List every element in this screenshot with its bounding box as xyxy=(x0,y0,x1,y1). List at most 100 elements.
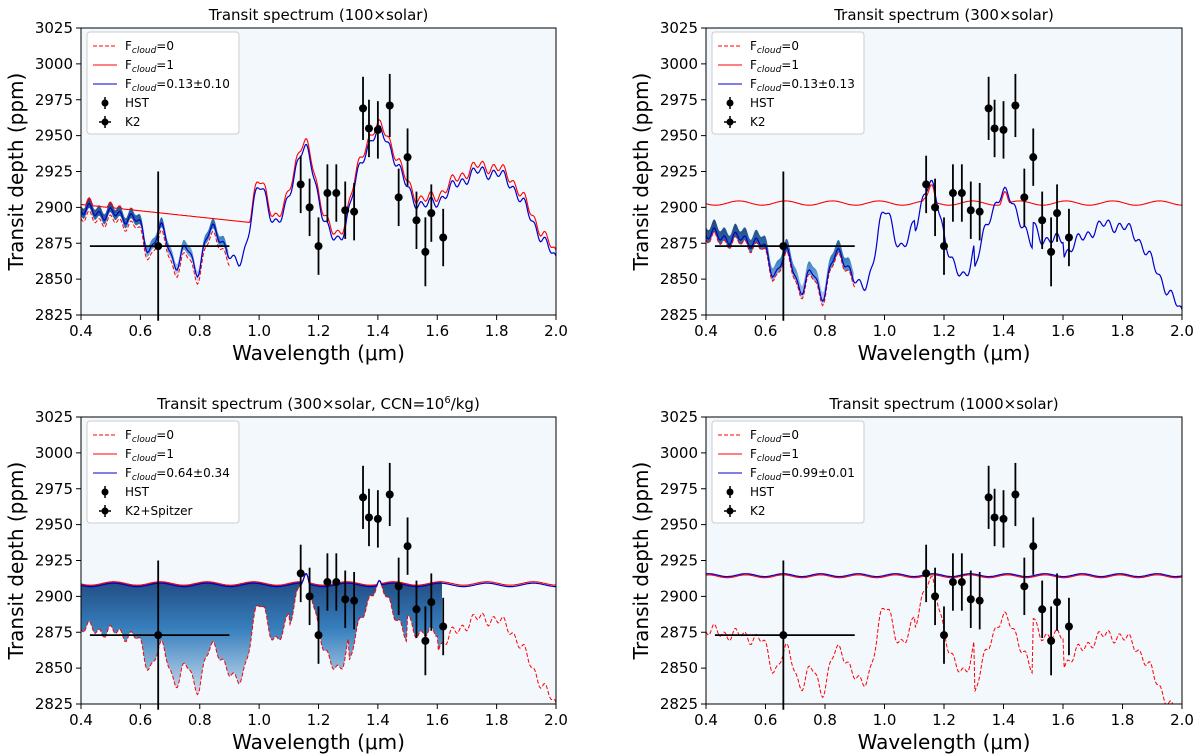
hst-point xyxy=(385,490,394,499)
hst-point xyxy=(1038,605,1047,614)
x-tick-label: 1.8 xyxy=(1111,322,1135,340)
hst-point xyxy=(1020,193,1029,202)
y-tick-label: 2825 xyxy=(660,695,698,713)
hst-point xyxy=(403,542,412,551)
hst-point xyxy=(341,595,350,604)
hst-point xyxy=(373,125,382,134)
y-tick-label: 3025 xyxy=(660,408,698,426)
y-tick-label: 2850 xyxy=(35,659,73,677)
legend-label-f1: Fcloud=1 xyxy=(125,58,174,75)
legend-box xyxy=(711,420,865,524)
y-tick-label: 2850 xyxy=(660,270,698,288)
legend: Fcloud=0 Fcloud=1 Fcloud=0.64±0.34 HST K2+Sp… xyxy=(86,420,240,524)
hst-point xyxy=(296,180,305,189)
hst-point xyxy=(999,125,1008,134)
y-axis-label: Transit depth (ppm) xyxy=(4,73,28,272)
series-fcloud-fit xyxy=(81,124,556,278)
y-tick-label: 3000 xyxy=(35,55,73,73)
hst-point xyxy=(332,189,341,198)
hst-point xyxy=(1029,542,1038,551)
legend-marker xyxy=(101,488,109,496)
cloud-band xyxy=(81,573,442,695)
legend-label-f0: Fcloud=0 xyxy=(125,428,174,445)
y-tick-label: 2850 xyxy=(35,270,73,288)
hst-point xyxy=(1011,101,1020,110)
hst-point xyxy=(332,578,341,587)
y-tick-label: 2975 xyxy=(660,91,698,109)
hst-point xyxy=(1064,233,1073,242)
x-tick-label: 1.4 xyxy=(992,711,1016,729)
x-axis-label: Wavelength (μm) xyxy=(232,730,405,754)
hst-point xyxy=(1038,216,1047,225)
y-tick-label: 2900 xyxy=(35,198,73,216)
k2-point xyxy=(779,242,788,251)
plot-area xyxy=(81,119,556,286)
x-tick-label: 0.4 xyxy=(694,711,718,729)
series-fcloud-1 xyxy=(81,573,556,586)
series-fcloud-fit xyxy=(81,573,556,588)
hst-point xyxy=(957,189,966,198)
x-tick-label: 1.4 xyxy=(366,711,390,729)
x-tick-label: 1.2 xyxy=(307,322,331,340)
legend: Fcloud=0 Fcloud=1 Fcloud=0.13±0.10 HST K2 xyxy=(86,31,240,135)
x-tick-label: 1.4 xyxy=(992,322,1016,340)
hst-point xyxy=(1011,490,1020,499)
hst-point xyxy=(296,569,305,578)
hst-point xyxy=(412,216,421,225)
hst-point xyxy=(984,104,993,113)
y-tick-label: 2875 xyxy=(660,623,698,641)
x-tick-label: 1.8 xyxy=(485,322,509,340)
y-axis-label: Transit depth (ppm) xyxy=(629,462,653,661)
x-tick-label: 1.2 xyxy=(932,711,956,729)
legend-label-hst: HST xyxy=(125,96,150,110)
y-tick-label: 2950 xyxy=(35,127,73,145)
legend-label-f1: Fcloud=1 xyxy=(750,447,799,464)
legend-label-hst: HST xyxy=(125,485,150,499)
legend-label-fit: Fcloud=0.64±0.34 xyxy=(125,466,230,483)
x-tick-label: 0.4 xyxy=(69,711,93,729)
x-tick-label: 0.8 xyxy=(813,322,837,340)
legend-marker xyxy=(726,99,734,107)
legend-label-hst: HST xyxy=(750,485,775,499)
hst-point xyxy=(394,193,403,202)
y-tick-label: 2875 xyxy=(660,234,698,252)
chart-panel-4: 0.4 0.6 0.8 1.0 1.2 1.4 1.6 1.8 2.0 2825 2850 2875 2… xyxy=(629,395,1194,754)
y-tick-label: 2825 xyxy=(660,306,698,324)
hst-point xyxy=(421,636,430,645)
y-tick-label: 2900 xyxy=(35,587,73,605)
hst-point xyxy=(394,582,403,591)
hst-point xyxy=(350,596,359,605)
legend-label-f0: Fcloud=0 xyxy=(750,428,799,445)
y-tick-label: 2925 xyxy=(660,552,698,570)
y-tick-label: 2950 xyxy=(660,516,698,534)
y-tick-label: 2900 xyxy=(660,587,698,605)
series-fcloud-0 xyxy=(81,210,230,286)
hst-point xyxy=(940,631,948,640)
hst-point xyxy=(403,153,412,162)
legend-label-k2: K2+Spitzer xyxy=(125,504,193,518)
hst-point xyxy=(305,592,314,601)
chart-title: Transit spectrum (300×solar, CCN=106/kg) xyxy=(156,395,480,413)
chart-panel-1: 0.4 0.6 0.8 1.0 1.2 1.4 1.6 1.8 2.0 2825 2850 2875 2… xyxy=(4,6,568,365)
legend-box xyxy=(86,31,240,135)
legend-box xyxy=(86,420,240,524)
x-tick-label: 1.2 xyxy=(932,322,956,340)
series-fcloud-0 xyxy=(706,231,856,307)
x-tick-label: 2.0 xyxy=(1170,322,1194,340)
hst-point xyxy=(421,247,430,256)
hst-point xyxy=(427,209,436,218)
legend-marker xyxy=(101,118,109,126)
y-tick-label: 2900 xyxy=(660,198,698,216)
hst-point xyxy=(427,598,436,607)
chart-title: Transit spectrum (100×solar) xyxy=(208,6,429,24)
legend: Fcloud=0 Fcloud=1 Fcloud=0.99±0.01 HST K2 xyxy=(711,420,865,524)
hst-point xyxy=(957,578,966,587)
x-tick-label: 0.4 xyxy=(69,322,93,340)
y-tick-label: 2950 xyxy=(35,516,73,534)
y-tick-label: 3025 xyxy=(660,19,698,37)
cloud-band xyxy=(81,197,229,282)
y-tick-label: 3000 xyxy=(35,444,73,462)
x-tick-label: 2.0 xyxy=(1170,711,1194,729)
hst-point xyxy=(350,207,359,216)
